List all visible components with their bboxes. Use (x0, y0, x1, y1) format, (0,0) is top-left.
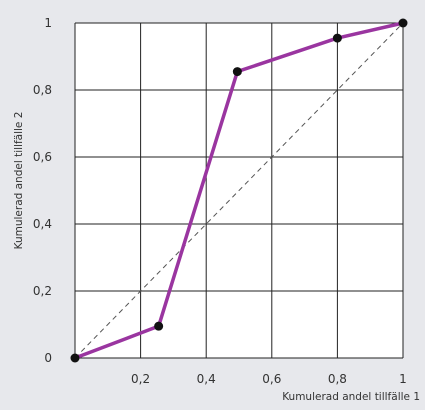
x-axis-title: Kumulerad andel tillfälle 1 (282, 391, 420, 403)
y-tick-labels: 0 0,2 0,4 0,6 0,8 1 (33, 16, 52, 365)
x-tick-label: 1 (399, 372, 407, 386)
x-tick-label: 0,2 (131, 372, 150, 386)
y-tick-label: 1 (44, 16, 52, 30)
y-tick-label: 0,8 (33, 83, 52, 97)
y-tick-label: 0,4 (33, 217, 52, 231)
data-point (70, 353, 80, 363)
y-tick-label: 0,2 (33, 284, 52, 298)
data-point (154, 321, 164, 331)
equality-reference-line (74, 22, 404, 359)
x-tick-label: 0,8 (328, 372, 347, 386)
grid (74, 22, 404, 359)
data-point (332, 33, 342, 43)
y-tick-label: 0,6 (33, 150, 52, 164)
data-point (232, 67, 242, 77)
y-axis-title: Kumulerad andel tillfälle 2 (13, 112, 25, 250)
data-points (70, 18, 408, 363)
x-tick-labels: 0,2 0,4 0,6 0,8 1 (131, 372, 407, 386)
y-tick-label: 0 (44, 351, 52, 365)
x-tick-label: 0,6 (262, 372, 281, 386)
data-point (398, 18, 408, 28)
x-tick-label: 0,4 (197, 372, 216, 386)
